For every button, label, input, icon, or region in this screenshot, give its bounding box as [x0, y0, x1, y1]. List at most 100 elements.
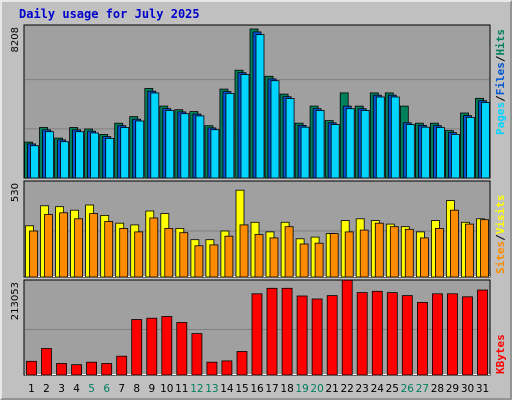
- x-label-day-23: 23: [356, 383, 369, 395]
- bar-visits-sites-1: [29, 230, 38, 278]
- legend-kbytes: KBytes: [494, 334, 507, 374]
- x-label-day-8: 8: [133, 383, 140, 395]
- bar-kbytes-kbytes-11: [176, 322, 188, 376]
- bar-hits-pages-22: [345, 108, 355, 179]
- bar-kbytes-kbytes-13: [206, 361, 218, 376]
- bar-visits-sites-26: [404, 228, 414, 278]
- bar-visits-sites-23: [359, 229, 369, 278]
- legend-hits: Hits: [494, 29, 507, 56]
- bar-hits-pages-25: [390, 96, 400, 179]
- x-label-day-31: 31: [476, 383, 489, 395]
- y-max-label-hits: 8208: [10, 27, 21, 52]
- bar-hits-pages-30: [466, 117, 475, 179]
- bar-hits-pages-12: [195, 115, 205, 179]
- x-label-day-1: 1: [28, 383, 35, 395]
- bar-hits-pages-26: [405, 124, 415, 179]
- x-label-day-14: 14: [220, 383, 234, 395]
- bar-hits-pages-31: [481, 102, 490, 179]
- x-label-day-19: 19: [295, 383, 308, 395]
- y-max-label-kbytes: 213053: [10, 282, 21, 320]
- bar-visits-sites-5: [89, 213, 98, 278]
- x-label-day-12: 12: [190, 383, 203, 395]
- bar-hits-pages-21: [330, 124, 340, 179]
- bar-hits-pages-18: [285, 98, 295, 179]
- bar-kbytes-kbytes-21: [326, 295, 338, 376]
- legend-files: Files: [494, 62, 507, 95]
- bar-visits-sites-13: [209, 244, 219, 278]
- bar-kbytes-kbytes-23: [356, 292, 368, 376]
- bar-kbytes-kbytes-20: [311, 298, 323, 376]
- bar-hits-pages-23: [360, 110, 370, 179]
- x-label-day-29: 29: [446, 383, 459, 395]
- legend-pages: Pages: [494, 102, 507, 135]
- legend-sites: Sites: [494, 241, 507, 274]
- chart-title: Daily usage for July 2025: [19, 7, 200, 21]
- legend-visits: Sites/Visits: [494, 195, 507, 275]
- bar-visits-sites-4: [74, 218, 83, 278]
- bar-kbytes-kbytes-27: [416, 301, 428, 376]
- bar-hits-pages-13: [210, 129, 220, 179]
- bar-visits-sites-6: [104, 221, 114, 278]
- bar-visits-sites-8: [134, 231, 144, 278]
- bar-kbytes-kbytes-9: [146, 317, 158, 376]
- bar-visits-sites-19: [299, 243, 309, 278]
- bar-kbytes-kbytes-12: [191, 333, 203, 376]
- bar-visits-sites-30: [465, 223, 474, 278]
- bar-hits-pages-10: [165, 110, 175, 179]
- bar-kbytes-kbytes-1: [26, 360, 37, 376]
- bar-visits-sites-3: [59, 212, 68, 278]
- bar-hits-pages-20: [315, 110, 325, 179]
- bar-kbytes-kbytes-16: [251, 293, 263, 376]
- bar-visits-sites-24: [374, 222, 384, 278]
- bar-kbytes-kbytes-7: [116, 355, 128, 376]
- bar-kbytes-kbytes-4: [71, 364, 82, 376]
- bar-visits-sites-29: [449, 209, 459, 278]
- legend-separator: /: [494, 55, 507, 62]
- bar-kbytes-kbytes-29: [446, 293, 458, 376]
- x-label-day-21: 21: [326, 383, 339, 395]
- bar-hits-pages-24: [375, 96, 385, 179]
- legend-separator: /: [494, 95, 507, 102]
- bar-visits-sites-14: [224, 235, 234, 278]
- bar-visits-sites-15: [239, 224, 249, 278]
- x-label-day-7: 7: [118, 383, 125, 395]
- bar-hits-pages-17: [270, 80, 280, 179]
- x-label-day-6: 6: [103, 383, 110, 395]
- x-label-day-5: 5: [88, 383, 95, 395]
- bar-kbytes-kbytes-10: [161, 316, 173, 376]
- x-label-day-2: 2: [43, 383, 50, 395]
- x-label-day-27: 27: [416, 383, 429, 395]
- bar-visits-sites-21: [329, 233, 339, 278]
- x-label-day-20: 20: [310, 383, 323, 395]
- bar-visits-sites-31: [480, 219, 489, 278]
- bar-kbytes-kbytes-22: [341, 279, 353, 376]
- bar-kbytes-kbytes-24: [371, 290, 383, 376]
- bar-hits-pages-7: [120, 127, 130, 179]
- bar-kbytes-kbytes-15: [236, 351, 248, 376]
- bar-visits-sites-11: [179, 232, 189, 278]
- bar-hits-pages-3: [60, 141, 69, 179]
- bar-kbytes-kbytes-18: [281, 287, 293, 376]
- bar-kbytes-kbytes-17: [266, 287, 278, 376]
- x-label-day-4: 4: [73, 383, 80, 395]
- bar-hits-pages-15: [240, 74, 250, 179]
- x-label-day-17: 17: [265, 383, 278, 395]
- bar-kbytes-kbytes-3: [56, 363, 67, 376]
- bar-visits-sites-20: [314, 242, 324, 278]
- bar-visits-sites-25: [389, 226, 399, 278]
- bar-kbytes-kbytes-8: [131, 319, 143, 376]
- bar-kbytes-kbytes-6: [101, 363, 113, 376]
- bar-hits-pages-1: [30, 145, 39, 179]
- bar-hits-pages-11: [180, 113, 190, 179]
- x-label-day-24: 24: [371, 383, 385, 395]
- x-label-day-13: 13: [205, 383, 218, 395]
- bar-hits-pages-2: [45, 131, 54, 179]
- bar-visits-sites-9: [149, 217, 159, 278]
- x-label-day-22: 22: [341, 383, 354, 395]
- x-label-day-26: 26: [401, 383, 415, 395]
- bar-hits-pages-14: [225, 93, 235, 179]
- x-label-day-15: 15: [235, 383, 248, 395]
- legend-separator: /: [494, 234, 507, 241]
- x-label-day-28: 28: [431, 383, 444, 395]
